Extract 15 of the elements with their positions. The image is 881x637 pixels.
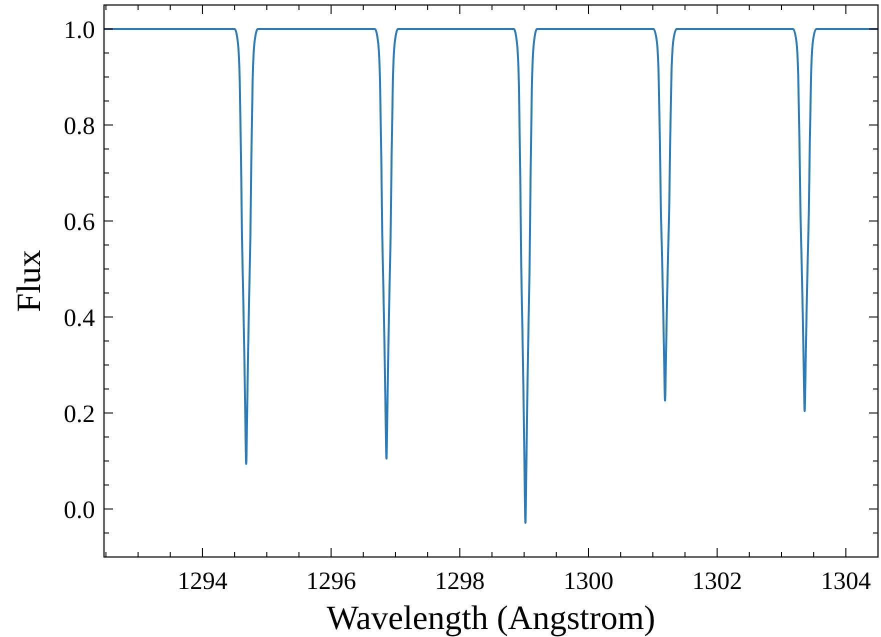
y-tick-label: 0.0 [64,496,95,524]
y-tick-label: 0.4 [64,304,96,332]
y-tick-label: 0.8 [64,112,95,140]
x-tick-label: 1302 [692,568,742,595]
x-axis-title: Wavelength (Angstrom) [326,600,656,637]
y-axis-title: Flux [11,250,48,312]
x-tick-label: 1300 [563,568,614,595]
x-tick-label: 1294 [177,568,228,595]
y-tick-label: 0.6 [64,208,95,236]
x-tick-label: 1298 [434,568,485,595]
x-tick-label: 1304 [820,568,872,595]
x-tick-label: 1296 [306,568,356,595]
y-tick-label: 1.0 [64,16,95,44]
y-tick-label: 0.2 [64,400,95,428]
line-series [104,28,878,524]
